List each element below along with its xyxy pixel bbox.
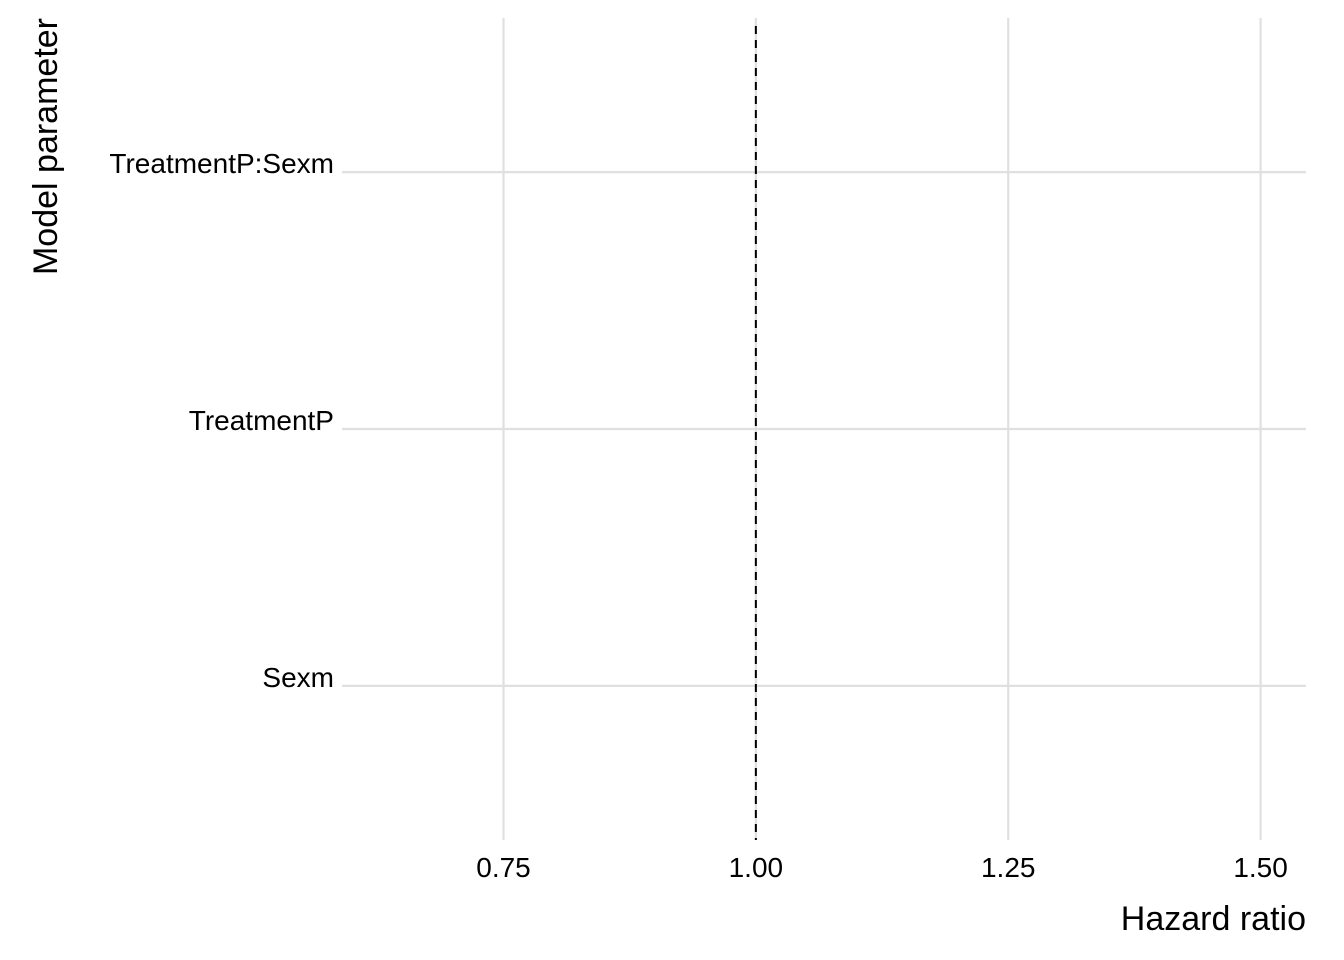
y-gridlines	[342, 171, 1306, 687]
y-tick-label: TreatmentP	[189, 405, 334, 436]
x-tick-label: 1.25	[981, 852, 1036, 883]
y-tick-label: Sexm	[262, 662, 334, 693]
x-tick-label: 1.50	[1233, 852, 1288, 883]
y-axis-title: Model parameter	[27, 18, 65, 275]
y-tick-labels: Sexm TreatmentP TreatmentP:Sexm	[109, 148, 334, 693]
x-tick-label: 0.75	[476, 852, 531, 883]
y-tick-label: TreatmentP:Sexm	[109, 148, 334, 179]
x-tick-labels: 0.75 1.00 1.25 1.50	[476, 852, 1288, 883]
x-tick-label: 1.00	[729, 852, 784, 883]
x-axis-title: Hazard ratio	[1121, 900, 1306, 938]
